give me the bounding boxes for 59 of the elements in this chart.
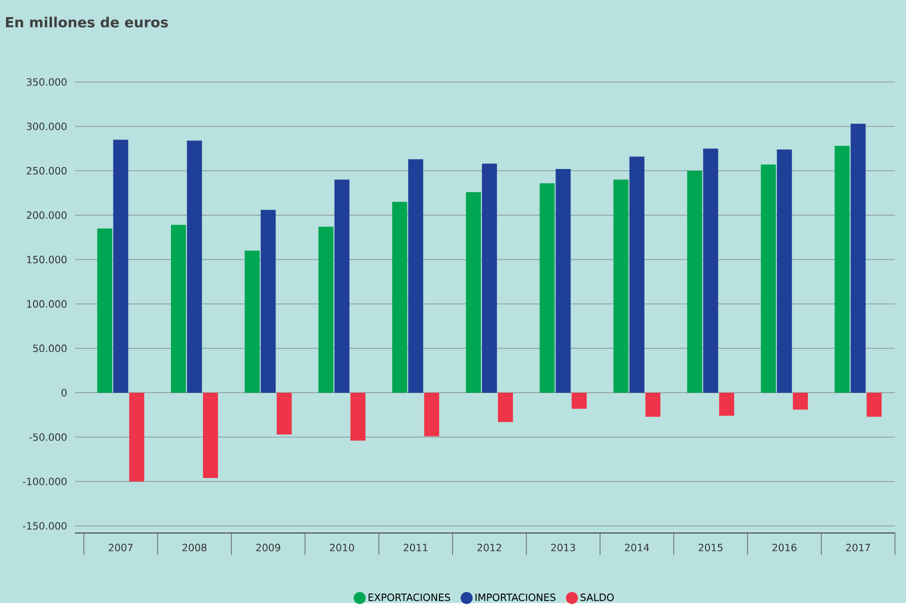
bar: [408, 159, 424, 393]
bar: [186, 140, 202, 393]
bar: [687, 170, 702, 393]
bar: [260, 210, 276, 393]
bar: [170, 224, 186, 393]
bar: [776, 149, 792, 393]
x-tick-label: 2007: [108, 544, 133, 552]
y-tick-label: 250.000: [26, 166, 67, 174]
bar: [556, 168, 571, 393]
y-tick-label: 0: [62, 388, 67, 396]
bar: [572, 392, 587, 408]
bar: [466, 192, 481, 393]
x-tick-label: 2009: [256, 544, 280, 552]
bar: [613, 179, 628, 393]
bar: [645, 392, 660, 416]
y-tick-label: -100.000: [22, 478, 67, 486]
bar: [703, 148, 718, 393]
bar: [334, 179, 350, 393]
bar: [113, 139, 128, 393]
legend-label: SALDO: [580, 593, 614, 601]
bar: [392, 202, 408, 393]
bar: [244, 250, 260, 393]
y-tick-label: 150.000: [27, 256, 67, 264]
y-tick-label: 350.000: [26, 78, 67, 86]
x-tick-label: 2013: [551, 544, 576, 552]
bar: [350, 392, 366, 440]
y-tick-label: -150.000: [22, 522, 67, 530]
x-tick-label: 2016: [772, 544, 796, 552]
chart-title: En millones de euros: [6, 16, 168, 28]
bar: [792, 392, 808, 410]
bar: [629, 156, 644, 393]
bar: [834, 146, 850, 393]
x-tick-label: 2010: [330, 544, 354, 552]
bar: [866, 392, 882, 416]
bar: [760, 164, 776, 393]
bar: [276, 392, 292, 434]
x-tick-label: 2015: [698, 544, 722, 552]
y-tick-label: 300.000: [26, 122, 67, 130]
legend-label: EXPORTACIONES: [368, 593, 450, 601]
x-tick-label: 2011: [404, 544, 428, 552]
x-tick-label: 2012: [477, 544, 502, 552]
bar: [202, 392, 218, 478]
y-tick-label: 200.000: [26, 211, 67, 219]
bar: [482, 163, 497, 393]
bar: [540, 182, 555, 393]
y-tick-label: -50.000: [29, 433, 67, 441]
bar: [719, 392, 734, 416]
x-tick-label: 2008: [182, 544, 206, 552]
legend-label: IMPORTACIONES: [476, 593, 556, 601]
bar: [498, 392, 513, 422]
bar: [97, 228, 112, 393]
bar: [129, 392, 144, 482]
y-tick-label: 50.000: [33, 344, 67, 352]
bar: [318, 226, 334, 393]
bar: [850, 124, 866, 393]
x-tick-label: 2014: [624, 544, 650, 552]
x-tick-label: 2017: [846, 544, 870, 552]
y-tick-label: 100.000: [27, 300, 67, 308]
bar: [424, 392, 440, 436]
